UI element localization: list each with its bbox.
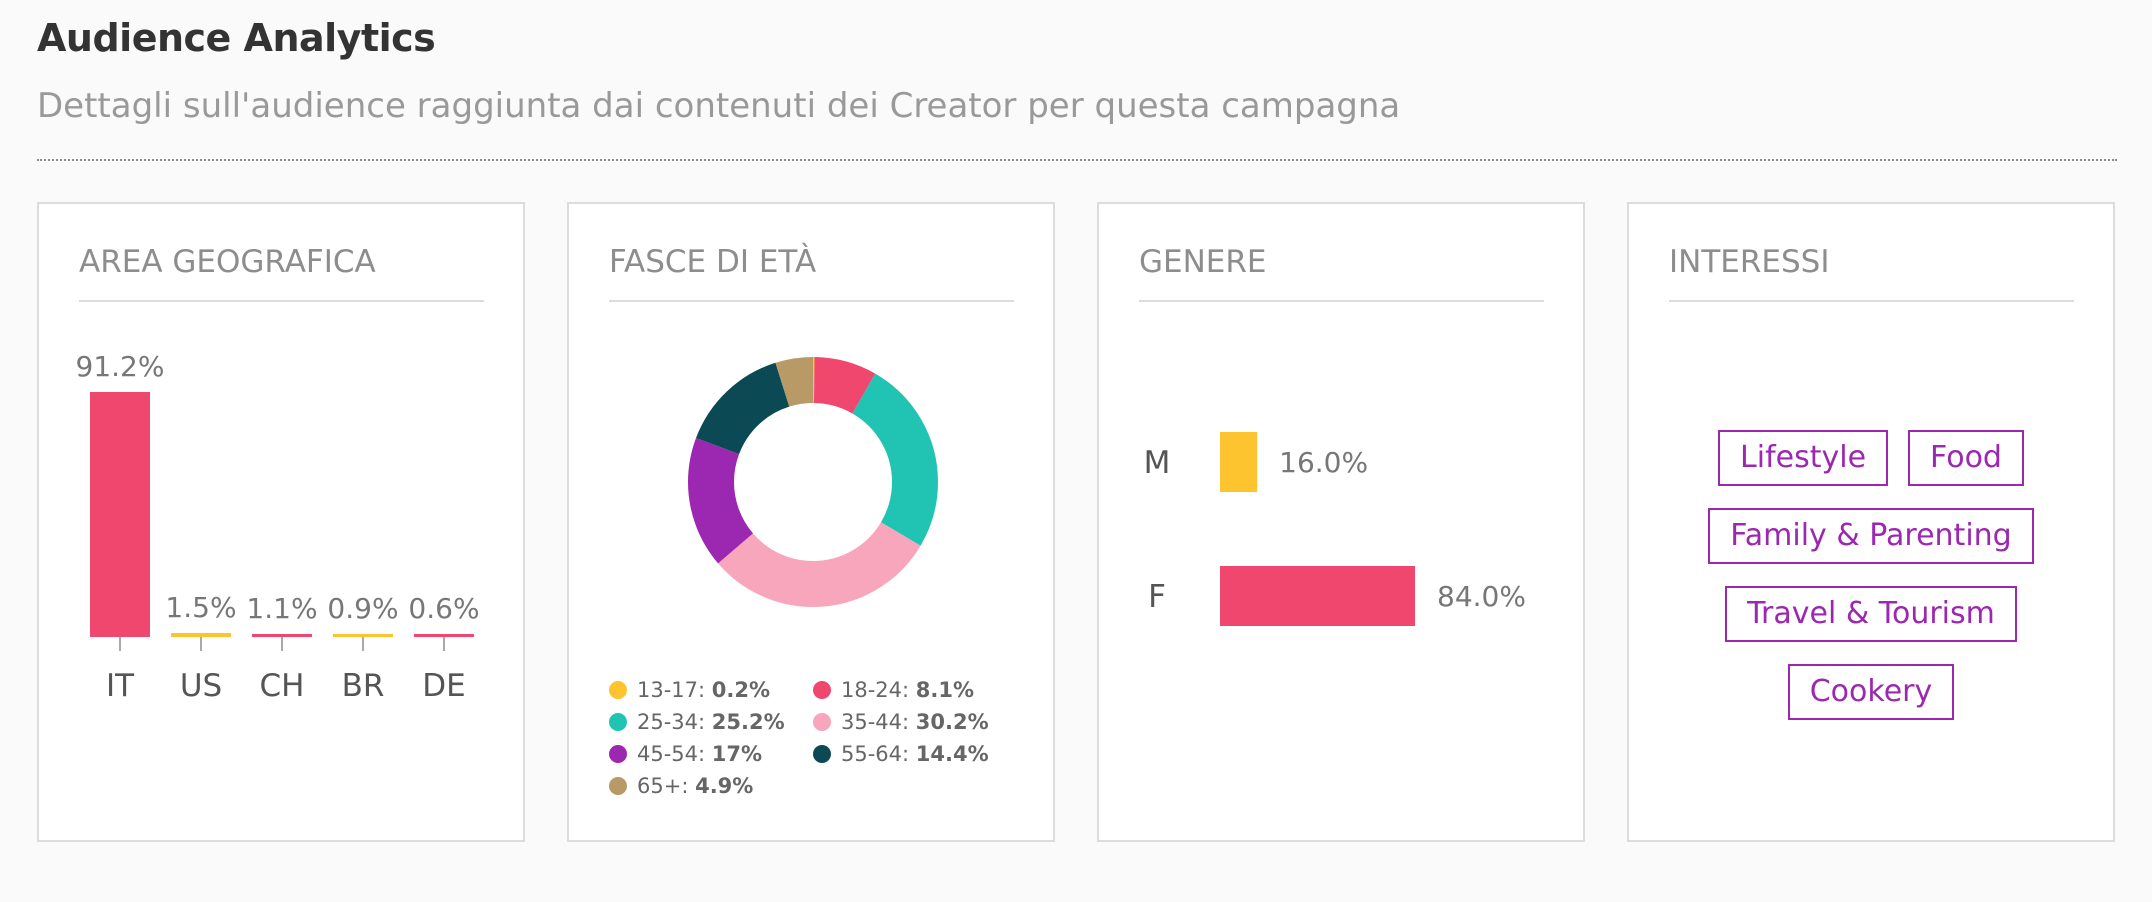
age-donut-chart (688, 357, 938, 607)
geo-value-label: 0.6% (408, 592, 479, 625)
legend-label: 25-34 (637, 710, 699, 734)
age-donut (688, 357, 938, 607)
interests-card: INTERESSI Lifestyle Food Family & Parentin… (1627, 202, 2115, 842)
legend-swatch (813, 713, 831, 731)
age-legend-item: 35-44: 30.2% (813, 709, 1017, 735)
age-legend-item: 65+: 4.9% (609, 773, 813, 799)
legend-label: 13-17 (637, 678, 699, 702)
geo-bar-chart: 91.2% IT 1.5% US 1.1% CH 0.9% BR 0.6% DE (76, 350, 480, 704)
gender-card-title: GENERE (1139, 244, 1544, 302)
geo-category-label: IT (106, 668, 135, 704)
geo-category-label: US (180, 668, 222, 704)
geo-value-label: 1.5% (165, 591, 236, 624)
age-legend-item: 25-34: 25.2% (609, 709, 813, 735)
legend-value: 4.9% (695, 774, 754, 798)
header-divider (37, 159, 2117, 161)
age-legend: 13-17: 0.2% 18-24: 8.1% 25-34: 25.2% 35-44:… (609, 677, 1029, 799)
page-title: Audience Analytics (37, 16, 436, 60)
geo-value-label: 91.2% (76, 350, 165, 383)
geo-card-title: AREA GEOGRAFICA (79, 244, 484, 302)
legend-value: 8.1% (915, 678, 975, 702)
age-slice-25-34 (688, 357, 938, 607)
interest-tag[interactable]: Cookery (1787, 664, 1955, 720)
interest-tag[interactable]: Travel & Tourism (1725, 586, 2017, 642)
geo-category-label: CH (260, 668, 305, 704)
gender-category-label: F (1148, 579, 1166, 615)
legend-label: 65+ (637, 774, 682, 798)
geo-value-label: 0.9% (327, 592, 398, 625)
geo-category-label: BR (342, 668, 385, 704)
age-slice-45-54 (688, 357, 938, 607)
gender-card: GENERE M 16.0% F 84.0% (1097, 202, 1585, 842)
legend-value: 30.2% (915, 710, 989, 734)
legend-label: 35-44 (841, 710, 903, 734)
legend-swatch (609, 745, 627, 763)
age-slice-35-44 (688, 357, 938, 607)
legend-label: 18-24 (841, 678, 903, 702)
page-subtitle: Dettagli sull'audience raggiunta dai con… (37, 86, 1401, 126)
legend-swatch (609, 681, 627, 699)
legend-label: 45-54 (637, 742, 699, 766)
legend-swatch (813, 681, 831, 699)
legend-swatch (813, 745, 831, 763)
geo-bar-ch (252, 634, 312, 637)
legend-swatch (609, 777, 627, 795)
geo-bar-de (414, 634, 474, 637)
gender-bar-m (1220, 432, 1258, 492)
geo-bar-br (333, 634, 393, 637)
interest-tag[interactable]: Lifestyle (1718, 430, 1889, 486)
legend-label: 55-64 (841, 742, 903, 766)
legend-value: 14.4% (915, 742, 989, 766)
interest-tags: Lifestyle Food Family & Parenting Travel & … (1629, 430, 2113, 720)
gender-value-label: 84.0% (1437, 580, 1526, 613)
legend-value: 25.2% (711, 710, 785, 734)
geo-card: AREA GEOGRAFICA 91.2% IT 1.5% US 1.1% CH 0.9% B… (37, 202, 525, 842)
age-card-title: FASCE DI ETÀ (609, 244, 1014, 302)
age-legend-item: 55-64: 14.4% (813, 741, 1017, 767)
legend-value: 17% (711, 742, 763, 766)
interest-tag[interactable]: Family & Parenting (1708, 508, 2034, 564)
gender-bar-f (1220, 566, 1415, 626)
interest-tag[interactable]: Food (1908, 430, 2024, 486)
interests-card-title: INTERESSI (1669, 244, 2074, 302)
legend-value: 0.2% (711, 678, 771, 702)
geo-bar-it (90, 392, 150, 637)
age-legend-item: 18-24: 8.1% (813, 677, 1017, 703)
age-legend-item: 13-17: 0.2% (609, 677, 813, 703)
geo-value-label: 1.1% (246, 592, 317, 625)
geo-category-label: DE (422, 668, 465, 704)
age-card: FASCE DI ETÀ 13-17: 0.2% 18-24: 8.1% 25-34… (567, 202, 1055, 842)
gender-value-label: 16.0% (1279, 446, 1368, 479)
geo-bar-us (171, 632, 231, 637)
age-legend-item: 45-54: 17% (609, 741, 813, 767)
legend-swatch (609, 713, 627, 731)
gender-bar-chart: M 16.0% F 84.0% (1144, 432, 1526, 626)
gender-category-label: M (1144, 445, 1171, 481)
age-slice-65plus (688, 357, 938, 607)
